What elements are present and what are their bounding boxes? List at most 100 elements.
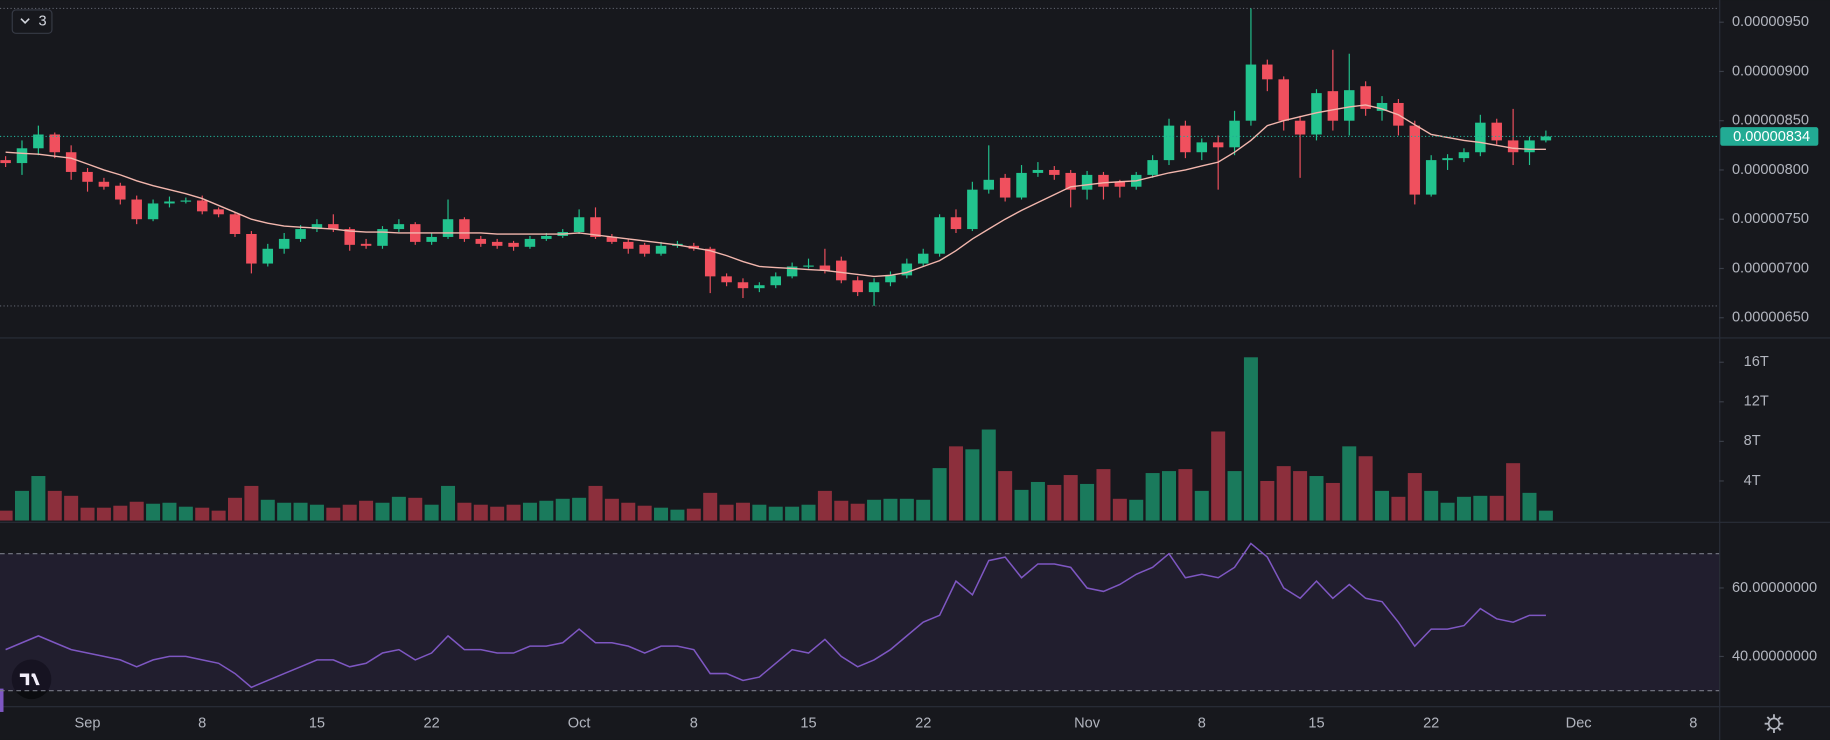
volume-bar (637, 505, 652, 521)
volume-bar (1456, 496, 1471, 521)
volume-bar (916, 499, 931, 521)
x-tick-label: 8 (198, 715, 206, 731)
candle-body (295, 229, 306, 239)
candle-body (1311, 93, 1322, 135)
volume-bar (1096, 469, 1111, 521)
candle-body (508, 242, 519, 247)
candle-body (1229, 120, 1240, 148)
candle-body (344, 229, 355, 245)
last-price-label: 0.00000834 (1733, 129, 1810, 145)
volume-bar (1391, 496, 1406, 521)
volume-bar (981, 429, 996, 521)
collapse-button-frame[interactable] (11, 9, 53, 34)
volume-bar (686, 508, 701, 521)
candle-body (131, 199, 142, 220)
volume-bar (1440, 502, 1455, 521)
volume-bar (752, 504, 767, 521)
candle-body (573, 217, 585, 233)
logo[interactable] (11, 659, 52, 700)
volume-bar (899, 498, 914, 521)
candle-body (360, 243, 372, 246)
collapse-button[interactable]: 3 (11, 9, 53, 34)
candle-body (0, 160, 11, 164)
volume-bar (490, 506, 505, 521)
candle-body (639, 244, 650, 254)
gear-teeth[interactable] (1764, 714, 1784, 733)
settings-button[interactable] (1764, 714, 1784, 733)
gear-ring[interactable] (1767, 717, 1781, 730)
candle-body (1278, 79, 1289, 121)
volume-bar (817, 490, 832, 521)
candle-body (934, 217, 945, 254)
candle-body (786, 266, 798, 277)
volume-bar (424, 504, 439, 521)
x-tick-label: Oct (568, 715, 591, 731)
candle-body (950, 217, 962, 230)
candle-body (623, 241, 634, 249)
volume-bar (1473, 495, 1488, 521)
candle-body (262, 248, 274, 264)
volume-bar (867, 499, 882, 521)
candle-body (836, 260, 847, 281)
rsi-line (5, 542, 1546, 689)
x-tick-label: 22 (424, 715, 440, 731)
y-tick-label: 60.00000000 (1732, 580, 1817, 596)
candle-body (491, 241, 503, 246)
candle-body (1098, 174, 1109, 187)
x-tick-label: Dec (1566, 715, 1592, 731)
volume-bar (1047, 484, 1062, 521)
volume-bar (441, 485, 456, 521)
y-tick-label: 0.00000900 (1732, 63, 1809, 79)
candle-body (393, 224, 405, 230)
candle-body (180, 200, 192, 202)
candle-body (754, 285, 765, 289)
candle-body (328, 224, 339, 230)
candle-body (1245, 64, 1257, 121)
candle-body (1212, 142, 1224, 148)
candle-body (1114, 181, 1126, 187)
logo-badge[interactable] (11, 659, 52, 700)
volume-bar (1325, 482, 1340, 521)
volume-bar (539, 500, 554, 521)
candle-body (196, 200, 208, 212)
volume-bar (1309, 476, 1324, 521)
volume-bar (1375, 490, 1390, 521)
volume-bar (342, 504, 357, 521)
collapse-count[interactable]: 3 (39, 13, 47, 29)
candle-body (459, 219, 470, 239)
y-tick-label: 0.00000950 (1732, 14, 1809, 30)
volume-bar (1129, 499, 1144, 521)
volume-bar (883, 498, 898, 521)
volume-bar (1489, 495, 1504, 521)
logo-dot[interactable] (31, 673, 36, 678)
volume-bar (473, 504, 488, 521)
volume-bar (1522, 492, 1537, 521)
chevron-icon[interactable] (20, 18, 30, 24)
volume-bar (1112, 498, 1127, 521)
volume-bar (654, 507, 669, 521)
volume-bar (719, 504, 734, 521)
y-tick-label: 0.00000800 (1732, 162, 1809, 178)
volume-bar (1243, 357, 1258, 521)
candle-body (590, 217, 601, 237)
x-tick-label: Nov (1074, 715, 1101, 731)
volume-bar (588, 485, 603, 521)
candle-body (901, 263, 913, 276)
candle-body (311, 224, 323, 230)
candle-body (1425, 160, 1437, 195)
candle-body (213, 209, 224, 215)
candle-body (524, 238, 536, 247)
volume-bar (113, 505, 128, 521)
volume-bar (932, 468, 947, 521)
candle-body (115, 185, 126, 200)
moving-average-line (5, 104, 1546, 278)
candle-body (852, 280, 863, 293)
volume-bar (1145, 473, 1160, 521)
volume-bar (64, 495, 79, 521)
volume-bar (801, 504, 816, 521)
volume-bar (948, 446, 963, 521)
logo-mark[interactable] (19, 673, 40, 686)
volume-bar (1162, 471, 1177, 521)
x-tick-label: 22 (1423, 715, 1439, 731)
